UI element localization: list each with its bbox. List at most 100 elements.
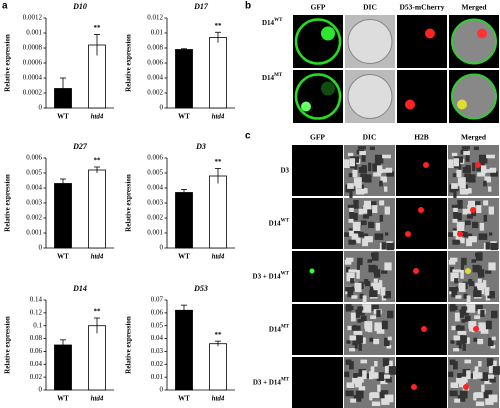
texture [465,154,470,162]
y-tick-label: 0.006 [147,59,163,67]
texture [457,199,463,209]
texture [451,183,458,189]
error-bar [215,31,221,43]
y-tick-label: 0.002 [147,89,163,97]
texture [348,173,353,178]
texture [362,370,367,379]
y-tick-label: 0.004 [26,184,42,192]
row-sup: MT [281,378,290,383]
merge-spot [473,326,479,332]
texture [449,390,458,397]
row-label: D3 + D14WT [253,272,290,280]
texture [370,366,375,373]
texture [473,290,482,298]
texture [490,171,498,177]
texture [492,366,500,375]
texture [347,325,356,331]
x-tick-label: WT [57,113,69,121]
row-name: D3 + D14 [253,378,282,386]
y-tick-label: 0 [160,104,164,112]
micrograph [292,145,343,196]
micrograph [293,70,343,123]
column-header: DIC [363,133,377,142]
texture [466,295,471,304]
texture [452,269,461,273]
texture [358,167,367,173]
texture [386,242,394,251]
texture [373,338,380,345]
texture [362,295,367,304]
texture [350,398,357,403]
merge-spot [463,384,469,390]
micrograph [397,70,447,123]
texture [357,376,364,383]
texture [449,359,456,365]
texture [373,172,382,177]
texture [369,146,375,150]
y-axis-label: Relative expression [4,174,12,232]
texture [354,282,362,288]
texture [475,401,485,407]
chart-title: D14 [72,284,87,293]
texture [461,376,468,383]
texture [459,188,469,195]
y-axis-label: Relative expression [4,34,12,92]
texture [485,242,490,250]
texture [347,152,354,157]
texture [472,371,478,380]
y-tick-label: 0.002 [147,214,163,222]
texture [491,310,498,319]
texture [384,232,389,236]
texture [352,340,356,346]
texture [451,289,458,298]
texture [454,398,461,403]
texture [448,159,454,168]
row-name: D3 + D14 [253,272,282,280]
texture [461,335,467,344]
texture [472,162,476,172]
x-tick-label: htd4 [91,253,104,261]
gfp-spot [301,101,311,112]
micrograph [344,357,396,408]
row-label: D14WT [262,18,283,26]
texture [459,335,464,344]
texture [369,290,378,298]
texture [351,325,361,331]
texture [381,320,388,330]
texture [462,167,471,173]
annotation: ** [94,24,102,32]
y-tick-label: 0.006 [26,154,42,162]
texture [480,309,485,317]
texture [448,371,454,378]
texture [463,308,469,316]
error-bar [60,178,66,188]
image-bg [292,304,343,355]
texture [490,344,496,349]
texture [453,206,458,212]
texture [345,305,354,311]
texture [461,319,466,323]
texture [381,270,388,274]
y-tick-label: 0.0012 [23,14,43,22]
texture [450,382,459,389]
texture [353,331,363,335]
texture [358,342,362,351]
h2b-spot [423,162,429,168]
annotation: ** [215,331,223,339]
texture [464,359,472,364]
texture [466,304,476,313]
column-header: GFP [311,3,326,12]
texture [346,266,350,273]
chart-title: D53 [193,284,208,293]
texture [478,233,488,240]
texture [485,270,492,274]
texture [344,232,350,237]
texture [490,242,498,251]
texture [455,325,465,331]
texture [475,252,483,261]
texture [475,282,484,289]
row-label: D14MT [262,73,283,81]
texture [458,340,462,349]
row-sup: WT [281,219,290,224]
error-bar [94,166,100,173]
